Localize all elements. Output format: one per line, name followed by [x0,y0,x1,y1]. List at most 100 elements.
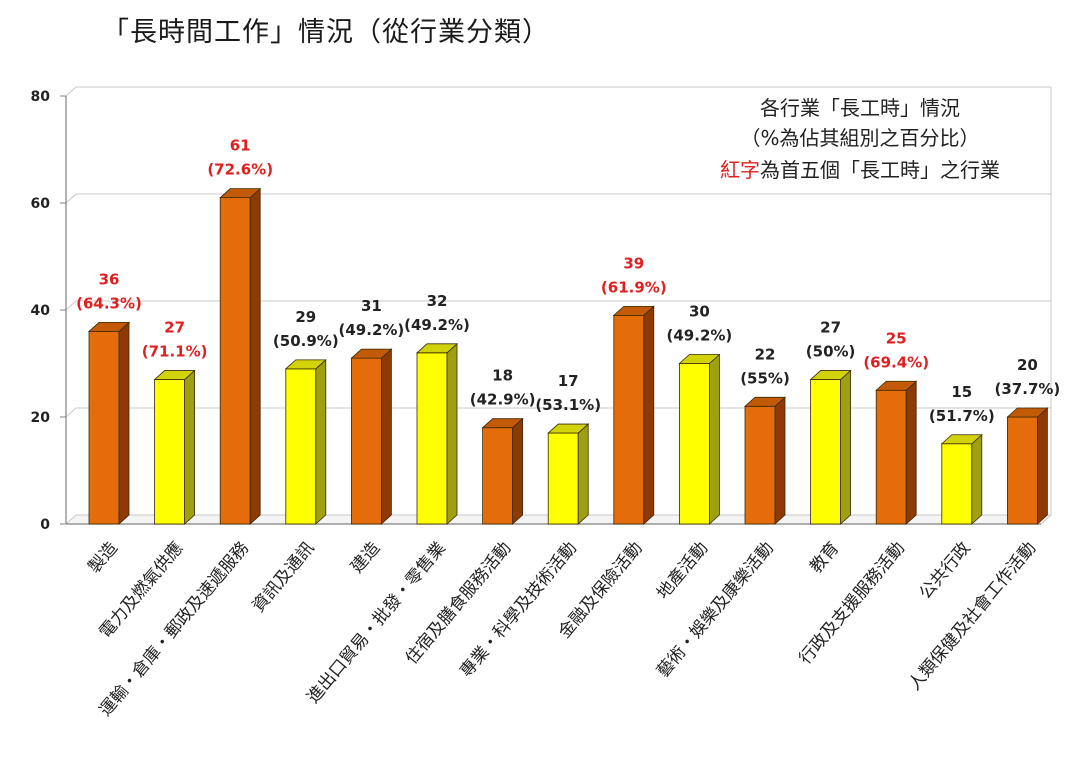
bar-8 [547,423,590,525]
bar-face [285,368,317,525]
bar-11 [743,396,787,525]
bar-top [153,370,196,380]
gridline-depth [65,407,77,418]
data-label-value: 27 [164,319,185,337]
x-category-label: 進出口貿易・批發・零售業 [303,538,449,707]
bar-face [219,197,251,525]
bar-top [481,418,524,429]
bar-face [416,352,448,525]
bar-6 [415,342,459,525]
data-label-percent: (69.4%) [863,353,929,371]
x-category-label: 專業・科學及技術活動 [456,538,581,681]
data-label-value: 22 [755,345,776,363]
bar-side [184,369,196,525]
data-label-value: 32 [427,292,448,310]
bar-side [315,358,327,525]
y-tick-label: 20 [31,410,51,426]
data-label-percent: (49.2%) [339,321,405,339]
bar-side [971,433,983,525]
bar-side [709,353,720,525]
gridline-depth [65,300,77,311]
bar-side [840,369,851,525]
bar-2 [153,369,196,525]
note-line-1: 各行業「長工時」情況 [760,96,960,120]
bar-face [744,405,776,525]
data-label-percent: (61.9%) [601,278,667,296]
bar-side [1037,407,1048,525]
data-label-value: 39 [623,254,644,272]
data-label-percent: (64.3%) [76,294,142,312]
bars-layer [87,187,1049,525]
bar-side [446,342,458,525]
bar-top [415,343,459,354]
gridline-depth [65,193,77,204]
bar-face [547,432,579,525]
data-label-value: 61 [230,137,251,155]
bar-side [905,380,917,525]
bar-top [284,359,327,370]
bar-3 [219,187,262,525]
bar-face [875,389,907,525]
x-category-label: 製造 [85,538,122,577]
bar-top [875,380,918,391]
x-category-label: 地產活動 [653,538,712,603]
data-label-percent: (42.9%) [470,391,536,409]
bar-4 [284,358,327,525]
bar-top [1006,407,1049,418]
data-label-value: 17 [558,372,579,390]
bar-top [612,305,655,316]
data-label-percent: (49.2%) [667,327,733,345]
bar-14 [940,433,983,525]
x-category-label: 建造 [347,538,384,577]
y-tick-label: 60 [31,196,51,212]
bar-top [743,396,787,407]
bar-face [941,443,973,525]
data-label-percent: (51.7%) [929,407,995,425]
data-label-value: 30 [689,303,710,321]
data-label-percent: (37.7%) [995,380,1061,398]
bar-top [219,188,262,199]
labels-layer: 36 (64.3%) 27 (71.1%) 61 (72.6%) 29 (50.9%) 31 (4… [76,137,1060,425]
x-category-label: 人類保健及社會工作活動 [905,538,1041,694]
bar-face [154,379,186,525]
bar-7 [481,417,524,525]
bar-12 [809,369,852,525]
bar-face [88,330,120,525]
note-line-3: 紅字為首五個「長工時」之行業 [640,154,1080,183]
data-label-percent: (55%) [740,369,790,387]
bar-face [350,357,382,525]
bar-side [380,348,392,525]
note-line-2: （%為佔其組別之百分比） [740,126,980,150]
x-category-label: 資訊及通訊 [249,538,319,616]
bar-side [577,423,589,525]
bar-top [547,423,590,434]
bar-top [940,434,983,445]
bar-top [678,354,721,364]
data-label-value: 36 [99,270,120,288]
data-label-value: 25 [886,329,907,347]
note-red-word: 紅字 [720,158,760,182]
chart-title: 「長時間工作」情況（從行業分類） [102,17,550,48]
data-label-value: 15 [951,383,972,401]
bar-face [482,427,514,525]
data-label-value: 18 [492,367,513,385]
data-label-value: 27 [820,319,841,337]
bar-15 [1006,407,1049,525]
y-tick-label: 0 [40,517,50,533]
bar-side [249,187,261,525]
bar-5 [350,348,393,525]
bar-9 [612,305,655,525]
bar-side [512,417,523,525]
x-category-label: 藝術・娛樂及康樂活動 [653,538,778,681]
bar-top [809,370,852,380]
data-label-value: 20 [1017,356,1038,374]
data-label-value: 31 [361,297,382,315]
data-label-percent: (50.9%) [273,332,339,350]
y-tick-label: 40 [31,303,51,319]
bar-face [679,363,710,525]
bar-face [810,379,841,525]
bar-face [1007,416,1038,525]
bar-top [87,321,131,332]
